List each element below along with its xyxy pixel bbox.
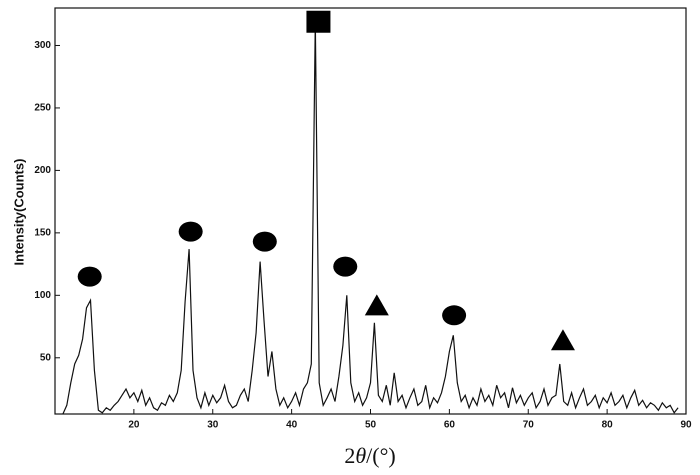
x-label-prefix: 2 bbox=[344, 443, 355, 468]
y-tick-label: 200 bbox=[34, 165, 51, 176]
y-tick-label: 300 bbox=[34, 40, 51, 51]
peak-marker-circle bbox=[178, 221, 203, 242]
y-axis-label: Intensity(Counts) bbox=[11, 159, 26, 266]
x-tick-label: 80 bbox=[602, 420, 614, 431]
y-tick-label: 250 bbox=[34, 103, 51, 114]
peak-marker-circle bbox=[333, 256, 358, 277]
peak-marker-circle bbox=[77, 266, 102, 287]
x-tick-label: 50 bbox=[365, 420, 377, 431]
x-label-suffix: /(°) bbox=[366, 443, 396, 468]
x-tick-label: 70 bbox=[523, 420, 535, 431]
x-tick-label: 90 bbox=[680, 420, 692, 431]
x-tick-label: 20 bbox=[128, 420, 140, 431]
peak-marker-circle bbox=[252, 231, 277, 252]
y-tick-label: 50 bbox=[40, 352, 52, 363]
peak-marker-triangle bbox=[550, 329, 575, 351]
y-tick-label: 150 bbox=[34, 228, 51, 239]
peak-marker-square bbox=[306, 10, 331, 33]
x-tick-label: 40 bbox=[286, 420, 298, 431]
peak-marker-triangle bbox=[364, 294, 389, 316]
y-tick-label: 100 bbox=[34, 290, 51, 301]
x-axis-label: 2θ/(°) bbox=[344, 443, 395, 468]
x-tick-label: 60 bbox=[444, 420, 456, 431]
x-label-symbol: θ bbox=[355, 443, 366, 468]
x-tick-label: 30 bbox=[207, 420, 219, 431]
xrd-line bbox=[62, 20, 679, 415]
peak-marker-circle bbox=[442, 305, 467, 326]
plot-frame bbox=[54, 7, 687, 415]
